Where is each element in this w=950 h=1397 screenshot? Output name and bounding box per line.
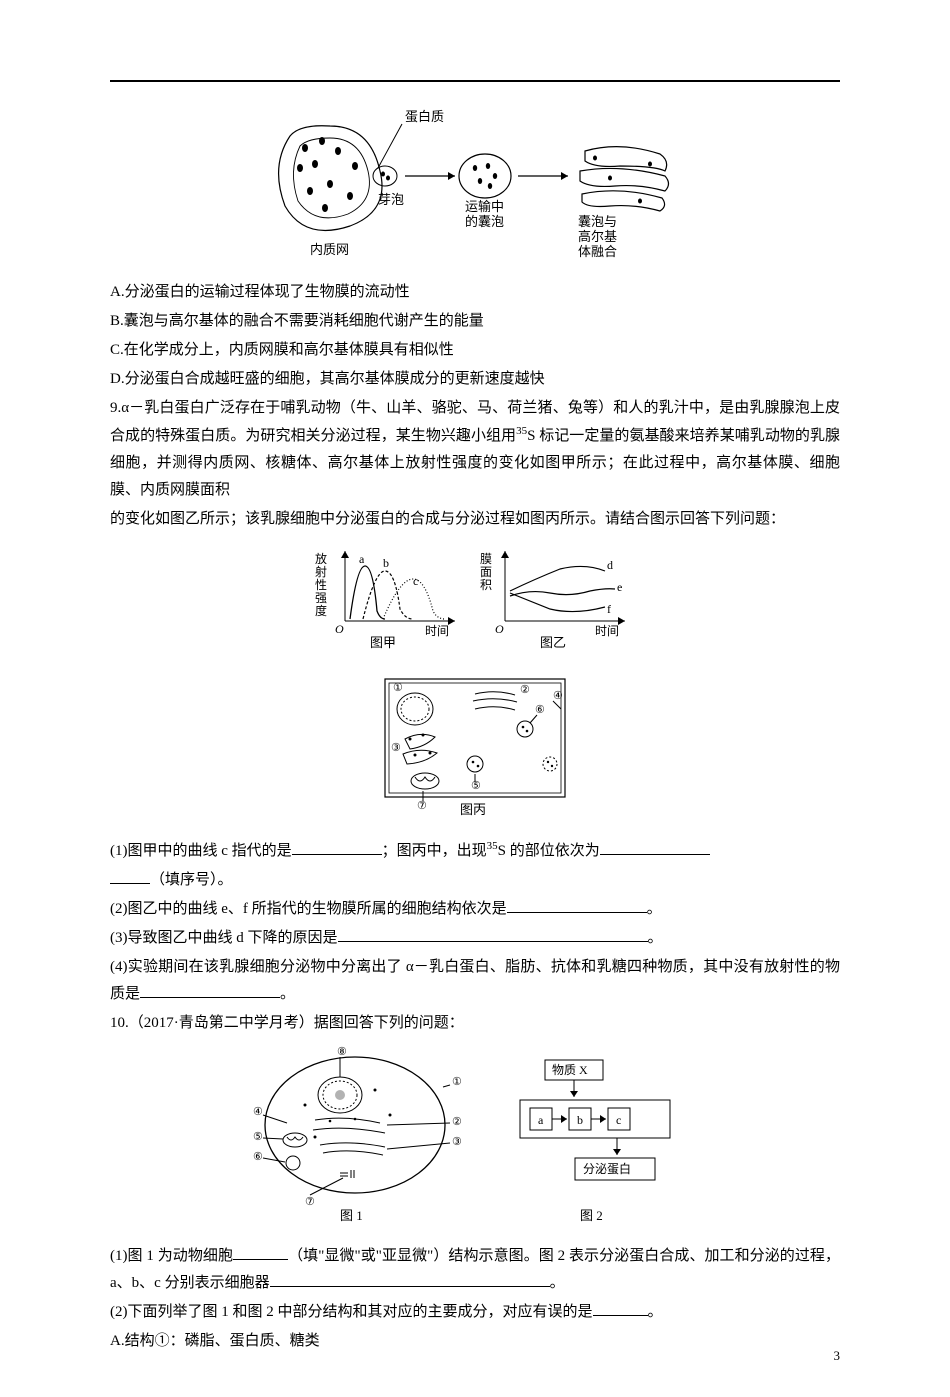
q8-optB: B.囊泡与高尔基体的融合不需要消耗细胞代谢产生的能量 bbox=[110, 308, 840, 335]
svg-text:图 1: 图 1 bbox=[340, 1208, 363, 1223]
svg-text:b: b bbox=[577, 1113, 583, 1127]
fig1-protein: 蛋白质 bbox=[405, 109, 444, 124]
svg-text:e: e bbox=[617, 580, 622, 594]
fig1-vesicle2: 的囊泡 bbox=[465, 214, 504, 229]
svg-text:④: ④ bbox=[553, 690, 563, 702]
svg-text:物质 X: 物质 X bbox=[552, 1063, 588, 1077]
q9-p1: (1)图甲中的曲线 c 指代的是；图丙中，出现35S 的部位依次为 bbox=[110, 837, 840, 865]
page-number: 3 bbox=[834, 1344, 841, 1367]
q8-optC: C.在化学成分上，内质网膜和高尔基体膜具有相似性 bbox=[110, 337, 840, 364]
svg-text:时间: 时间 bbox=[595, 624, 619, 638]
svg-text:图丙: 图丙 bbox=[460, 802, 486, 817]
svg-text:分泌蛋白: 分泌蛋白 bbox=[583, 1161, 631, 1176]
q10-stem: 10.（2017·青岛第二中学月考）据图回答下列的问题： bbox=[110, 1010, 840, 1037]
svg-text:②: ② bbox=[520, 684, 530, 696]
q8-optD: D.分泌蛋白合成越旺盛的细胞，其高尔基体膜成分的更新速度越快 bbox=[110, 366, 840, 393]
svg-text:③: ③ bbox=[391, 742, 401, 754]
q8-figure: 蛋白质 芽泡 运输中 的囊泡 囊泡与 高尔基 体融合 内质网 bbox=[110, 106, 840, 271]
q10-p2: (2)下面列举了图 1 和图 2 中部分结构和其对应的主要成分，对应有误的是。 bbox=[110, 1299, 840, 1326]
svg-text:图 2: 图 2 bbox=[580, 1208, 603, 1223]
svg-text:②: ② bbox=[452, 1116, 462, 1128]
svg-text:⑤: ⑤ bbox=[471, 780, 481, 792]
svg-text:积: 积 bbox=[480, 578, 492, 592]
svg-text:①: ① bbox=[393, 682, 403, 694]
q10-optA: A.结构①：磷脂、蛋白质、糖类 bbox=[110, 1328, 840, 1355]
fig1-fuse3: 体融合 bbox=[578, 244, 617, 259]
svg-text:⑧: ⑧ bbox=[337, 1046, 347, 1058]
svg-text:⑥: ⑥ bbox=[535, 704, 545, 716]
svg-text:时间: 时间 bbox=[425, 624, 449, 638]
svg-text:度: 度 bbox=[315, 603, 327, 618]
fig1-vesicle1: 运输中 bbox=[465, 199, 504, 214]
q9-p4: (4)实验期间在该乳腺细胞分泌物中分离出了 α－乳白蛋白、脂肪、抗体和乳糖四种物… bbox=[110, 954, 840, 1008]
q8-optA: A.分泌蛋白的运输过程体现了生物膜的流动性 bbox=[110, 279, 840, 306]
svg-text:④: ④ bbox=[253, 1106, 263, 1118]
svg-text:⑤: ⑤ bbox=[253, 1131, 263, 1143]
svg-text:强: 强 bbox=[315, 591, 327, 605]
fig1-er: 内质网 bbox=[310, 242, 349, 257]
svg-text:a: a bbox=[359, 552, 365, 566]
svg-text:放: 放 bbox=[315, 551, 327, 566]
q9-stem2: 的变化如图乙所示；该乳腺细胞中分泌蛋白的合成与分泌过程如图丙所示。请结合图示回答… bbox=[110, 506, 840, 533]
fig1-fuse1: 囊泡与 bbox=[578, 214, 617, 229]
fig1-fuse2: 高尔基 bbox=[578, 229, 617, 244]
svg-text:f: f bbox=[607, 602, 611, 616]
svg-text:d: d bbox=[607, 558, 613, 572]
q10-figure: ⑧ ① ② ③ ④ ⑤ bbox=[110, 1045, 840, 1235]
q9-figure-bottom: ① ③ ⑦ ② ⑤ ⑥ bbox=[110, 669, 840, 829]
svg-text:⑦: ⑦ bbox=[417, 800, 427, 812]
svg-text:膜: 膜 bbox=[480, 552, 492, 566]
svg-text:③: ③ bbox=[452, 1136, 462, 1148]
svg-text:c: c bbox=[413, 574, 418, 588]
svg-text:O: O bbox=[495, 622, 504, 636]
q10-p1: (1)图 1 为动物细胞（填"显微"或"亚显微"）结构示意图。图 2 表示分泌蛋… bbox=[110, 1243, 840, 1297]
svg-text:b: b bbox=[383, 556, 389, 570]
svg-text:面: 面 bbox=[480, 565, 492, 579]
svg-text:a: a bbox=[538, 1113, 544, 1127]
svg-text:①: ① bbox=[452, 1076, 462, 1088]
svg-text:射: 射 bbox=[315, 564, 327, 579]
svg-text:性: 性 bbox=[315, 578, 327, 592]
svg-text:c: c bbox=[616, 1113, 621, 1127]
fig1-bud: 芽泡 bbox=[378, 192, 404, 207]
q9-p2: (2)图乙中的曲线 e、f 所指代的生物膜所属的细胞结构依次是。 bbox=[110, 896, 840, 923]
svg-text:O: O bbox=[335, 622, 344, 636]
q9-stem: 9.α－乳白蛋白广泛存在于哺乳动物（牛、山羊、骆驼、马、荷兰猪、兔等）和人的乳汁… bbox=[110, 395, 840, 504]
q9-p3: (3)导致图乙中曲线 d 下降的原因是。 bbox=[110, 925, 840, 952]
svg-text:图乙: 图乙 bbox=[540, 635, 566, 650]
svg-text:图甲: 图甲 bbox=[370, 635, 396, 650]
svg-text:⑥: ⑥ bbox=[253, 1151, 263, 1163]
q9-figure-top: 放 射 性 强 度 O 时间 图甲 a b c 膜 面 积 O 时间 图乙 bbox=[110, 541, 840, 661]
q9-p1d: （填序号）。 bbox=[110, 867, 840, 894]
svg-text:⑦: ⑦ bbox=[305, 1196, 315, 1208]
